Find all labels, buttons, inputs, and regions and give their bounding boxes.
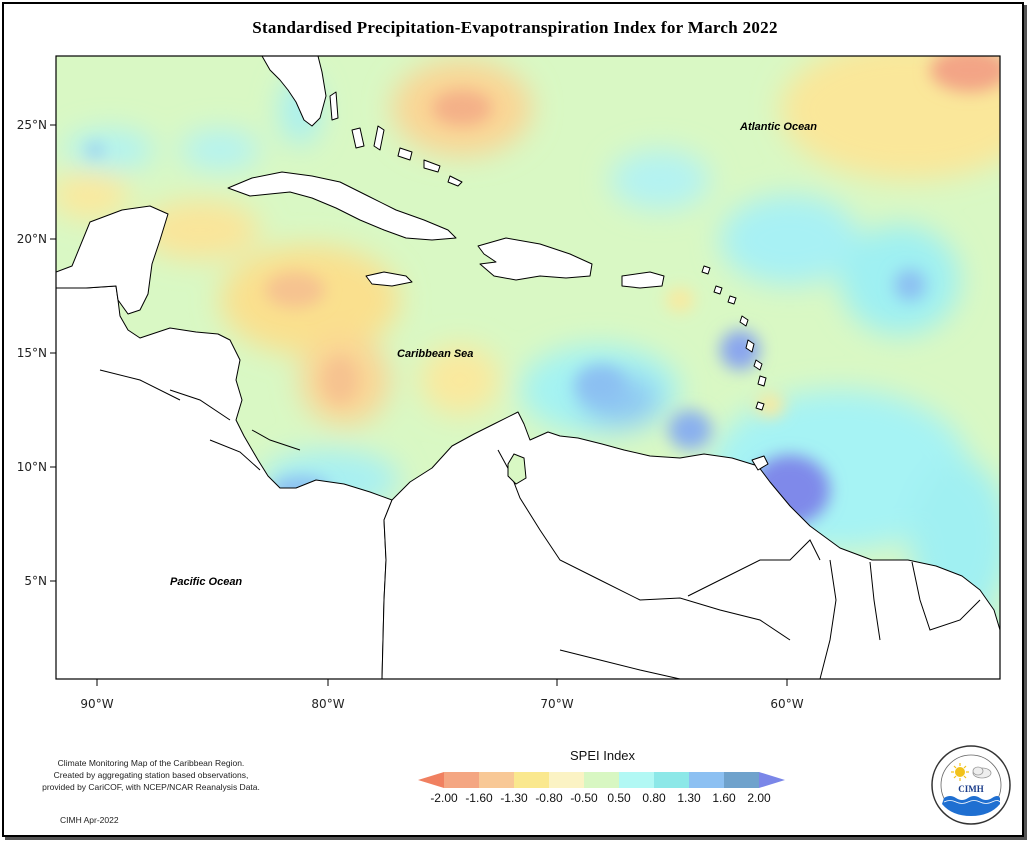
legend-title: SPEI Index bbox=[570, 748, 636, 763]
legend-swatch bbox=[444, 772, 479, 788]
lon-tick-80: 80°W bbox=[311, 697, 344, 711]
credit-line-3: provided by CariCOF, with NCEP/NCAR Rean… bbox=[42, 782, 260, 792]
caribbean-sea-label: Caribbean Sea bbox=[397, 348, 473, 360]
credit-date: CIMH Apr-2022 bbox=[60, 815, 119, 825]
wave-icon bbox=[942, 796, 1001, 816]
map-border bbox=[55, 55, 1001, 680]
pacific-ocean-label: Pacific Ocean bbox=[170, 576, 242, 588]
country-borders bbox=[99, 369, 981, 679]
legend-arrow-low bbox=[418, 772, 444, 788]
land-masses bbox=[56, 56, 1000, 679]
legend-swatch bbox=[619, 772, 654, 788]
credit-line-2: Created by aggregating station based obs… bbox=[53, 770, 249, 780]
map-title: Standardised Precipitation-Evapotranspir… bbox=[252, 18, 778, 37]
lon-axis: 90°W 80°W 70°W 60°W bbox=[80, 679, 804, 711]
legend-swatch bbox=[654, 772, 689, 788]
legend-tick-label: 2.00 bbox=[747, 791, 771, 805]
legend-swatch bbox=[584, 772, 619, 788]
legend-ticks: -2.00 -1.60 -1.30 -0.80 -0.50 0.50 0.80 1.30 1.6… bbox=[430, 791, 771, 805]
lat-tick-20: 20°N bbox=[17, 232, 47, 246]
sun-icon bbox=[951, 763, 969, 781]
legend-swatch bbox=[479, 772, 514, 788]
lat-tick-10: 10°N bbox=[17, 460, 47, 474]
lat-axis: 25°N 20°N 15°N 10°N 5°N bbox=[17, 118, 56, 588]
lon-tick-70: 70°W bbox=[540, 697, 573, 711]
legend-tick-label: 0.50 bbox=[607, 791, 631, 805]
lat-tick-5: 5°N bbox=[24, 574, 47, 588]
legend-colorbar bbox=[418, 772, 785, 788]
lat-tick-25: 25°N bbox=[17, 118, 47, 132]
cloud-icon bbox=[972, 766, 992, 779]
legend-swatch bbox=[549, 772, 584, 788]
credit-text: Climate Monitoring Map of the Caribbean … bbox=[26, 757, 276, 793]
lon-tick-60: 60°W bbox=[770, 697, 803, 711]
legend-tick-label: -0.80 bbox=[535, 791, 563, 805]
legend-tick-label: 0.80 bbox=[642, 791, 666, 805]
cimh-logo: CIMH bbox=[931, 745, 1011, 825]
legend-tick-label: -2.00 bbox=[430, 791, 458, 805]
credit-line-1: Climate Monitoring Map of the Caribbean … bbox=[57, 758, 245, 768]
legend-tick-label: 1.60 bbox=[712, 791, 736, 805]
legend-tick-label: -1.30 bbox=[500, 791, 528, 805]
spei-field bbox=[56, 56, 1000, 679]
legend-arrow-high bbox=[759, 772, 785, 788]
atlantic-ocean-label: Atlantic Ocean bbox=[739, 121, 817, 133]
legend-tick-label: 1.30 bbox=[677, 791, 701, 805]
legend-tick-label: -1.60 bbox=[465, 791, 493, 805]
lat-tick-15: 15°N bbox=[17, 346, 47, 360]
lon-tick-90: 90°W bbox=[80, 697, 113, 711]
legend-tick-label: -0.50 bbox=[570, 791, 598, 805]
legend-swatch bbox=[689, 772, 724, 788]
logo-text: CIMH bbox=[958, 784, 984, 794]
legend-swatch bbox=[724, 772, 759, 788]
legend-swatch bbox=[514, 772, 549, 788]
